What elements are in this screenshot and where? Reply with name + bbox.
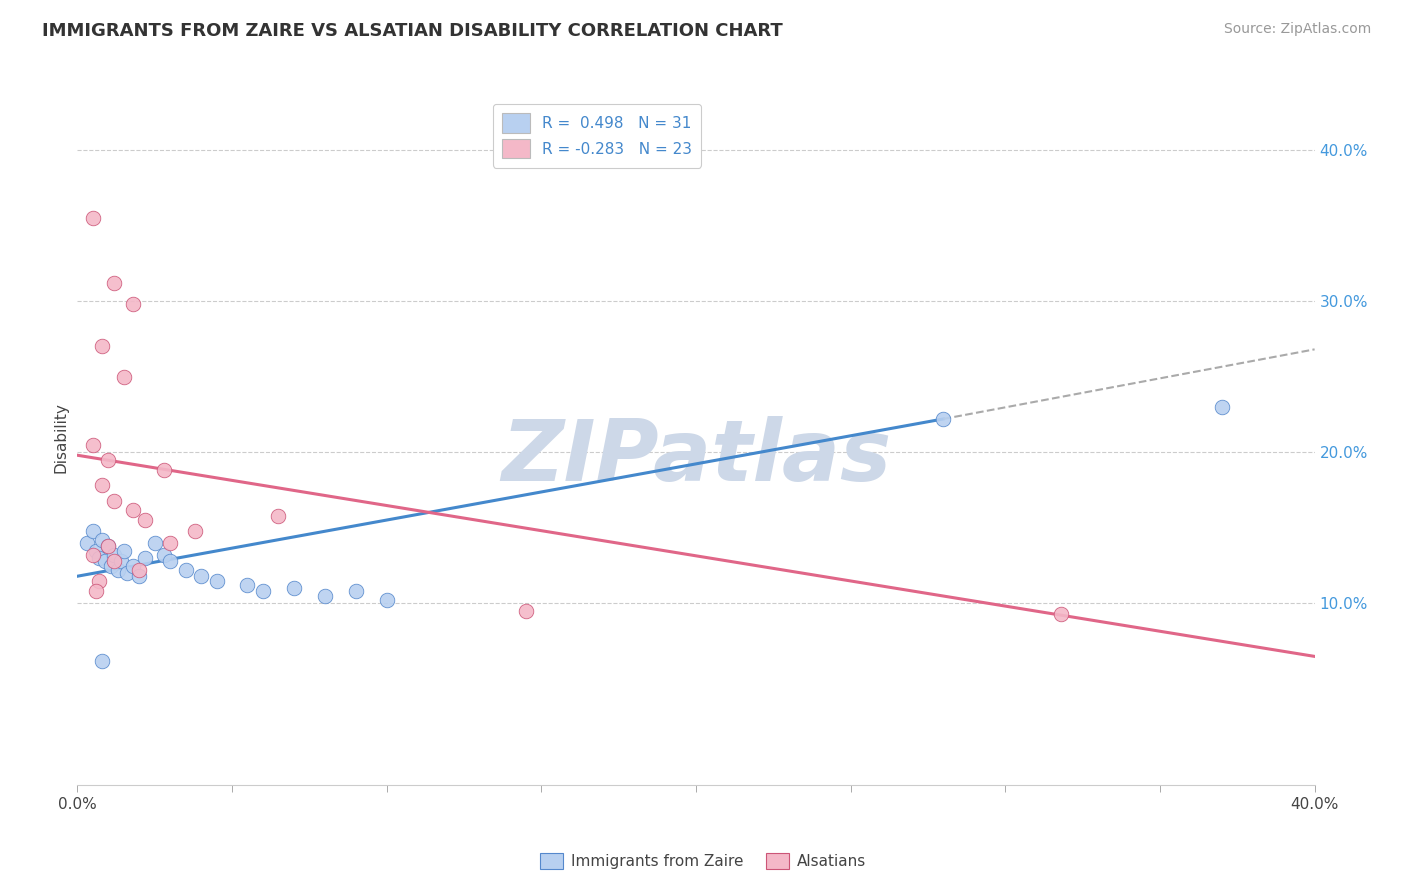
Point: [153, 463, 176, 477]
Point: [314, 589, 336, 603]
Point: [143, 536, 166, 550]
Point: [97, 452, 120, 467]
Point: [1050, 607, 1073, 621]
Text: ZIPatlas: ZIPatlas: [501, 417, 891, 500]
Point: [84, 543, 107, 558]
Point: [236, 578, 259, 592]
Point: [159, 536, 181, 550]
Point: [103, 554, 125, 568]
Point: [128, 569, 150, 583]
Point: [107, 563, 129, 577]
Point: [91, 654, 114, 668]
Point: [122, 297, 145, 311]
Legend: Immigrants from Zaire, Alsatians: Immigrants from Zaire, Alsatians: [534, 847, 872, 875]
Point: [82, 524, 104, 538]
Point: [87, 551, 110, 566]
Point: [97, 539, 120, 553]
Point: [267, 508, 290, 523]
Point: [1211, 400, 1233, 414]
Point: [153, 548, 176, 562]
Point: [82, 437, 104, 451]
Point: [91, 339, 114, 353]
Point: [283, 582, 305, 596]
Point: [91, 478, 114, 492]
Point: [82, 548, 104, 562]
Point: [91, 533, 114, 547]
Point: [97, 539, 120, 553]
Point: [932, 412, 955, 426]
Point: [184, 524, 207, 538]
Point: [344, 584, 367, 599]
Point: [100, 558, 122, 573]
Point: [134, 513, 156, 527]
Point: [94, 554, 117, 568]
Point: [103, 548, 125, 562]
Point: [190, 569, 212, 583]
Point: [159, 554, 181, 568]
Point: [174, 563, 197, 577]
Point: [252, 584, 274, 599]
Point: [82, 211, 104, 225]
Point: [87, 574, 110, 588]
Point: [515, 604, 537, 618]
Text: IMMIGRANTS FROM ZAIRE VS ALSATIAN DISABILITY CORRELATION CHART: IMMIGRANTS FROM ZAIRE VS ALSATIAN DISABI…: [42, 22, 783, 40]
Point: [76, 536, 98, 550]
Point: [103, 276, 125, 290]
Point: [128, 563, 150, 577]
Point: [115, 566, 138, 581]
Point: [84, 584, 107, 599]
Point: [112, 543, 135, 558]
Legend: R =  0.498   N = 31, R = -0.283   N = 23: R = 0.498 N = 31, R = -0.283 N = 23: [494, 103, 702, 168]
Point: [122, 558, 145, 573]
Point: [134, 551, 156, 566]
Point: [122, 502, 145, 516]
Y-axis label: Disability: Disability: [53, 401, 69, 473]
Point: [205, 574, 228, 588]
Point: [103, 493, 125, 508]
Text: Source: ZipAtlas.com: Source: ZipAtlas.com: [1223, 22, 1371, 37]
Point: [110, 554, 132, 568]
Point: [375, 593, 398, 607]
Point: [112, 369, 135, 384]
